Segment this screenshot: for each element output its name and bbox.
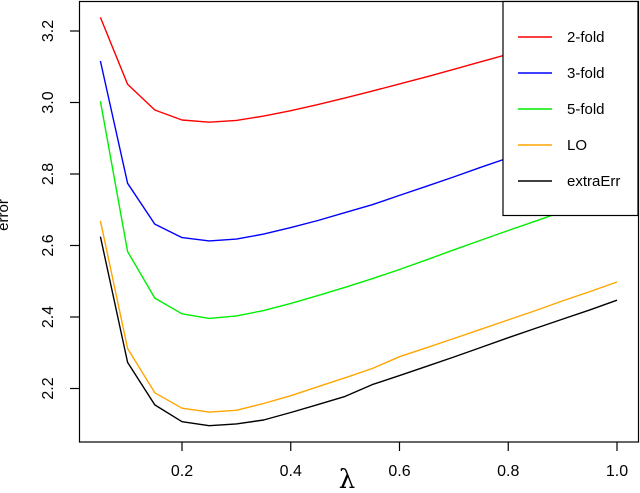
legend-label: 2-fold bbox=[567, 29, 605, 46]
x-axis-label: λ bbox=[339, 465, 355, 493]
legend: 2-fold 3-fold 5-fold LO extraErr bbox=[502, 0, 639, 217]
x-tick-label: 1.0 bbox=[606, 463, 628, 480]
y-tick-label: 2.6 bbox=[40, 234, 57, 256]
x-tick-label: 0.6 bbox=[388, 463, 410, 480]
x-axis: 0.2 0.4 0.6 0.8 1.0 bbox=[171, 442, 628, 480]
series-line-5-fold bbox=[99, 100, 618, 320]
x-tick-label: 0.2 bbox=[171, 463, 193, 480]
legend-label: 3-fold bbox=[567, 65, 605, 82]
x-tick-label: 0.8 bbox=[497, 463, 519, 480]
legend-label: extraErr bbox=[567, 173, 620, 190]
series-line-extraerr bbox=[99, 236, 618, 427]
y-tick-label: 2.4 bbox=[40, 306, 57, 328]
y-axis-label: error bbox=[0, 199, 12, 231]
y-axis: 2.2 2.4 2.6 2.8 3.0 3.2 bbox=[40, 20, 80, 400]
x-tick-label: 0.4 bbox=[280, 463, 302, 480]
y-tick-label: 2.2 bbox=[40, 377, 57, 399]
legend-label: LO bbox=[567, 137, 587, 154]
y-tick-label: 3.2 bbox=[40, 20, 57, 42]
y-tick-label: 2.8 bbox=[40, 163, 57, 185]
y-tick-label: 3.0 bbox=[40, 91, 57, 113]
series-line-lo bbox=[99, 220, 618, 413]
legend-label: 5-fold bbox=[567, 101, 605, 118]
plot-frame bbox=[78, 0, 640, 443]
